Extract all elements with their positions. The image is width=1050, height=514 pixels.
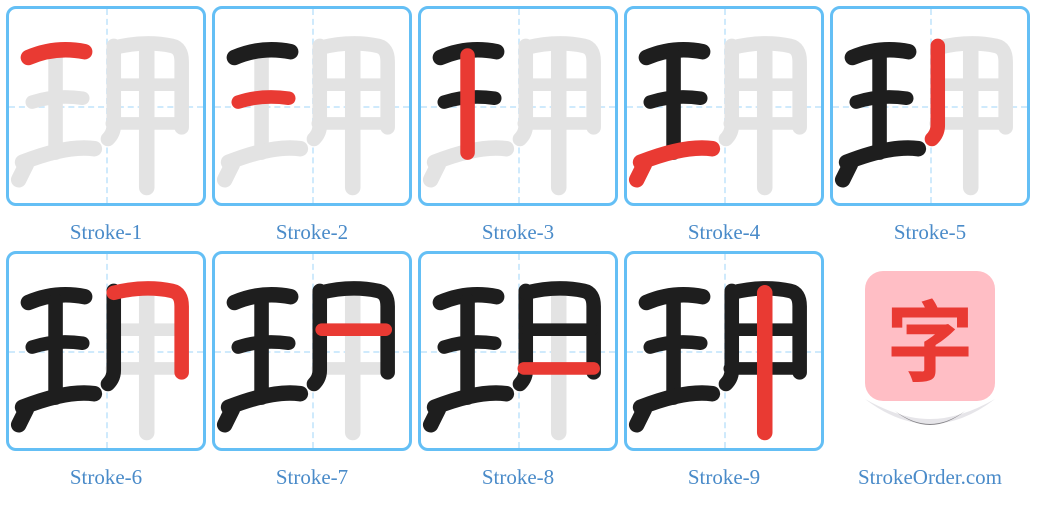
stroke-heng-bottom bbox=[225, 393, 301, 425]
stroke-box bbox=[830, 6, 1030, 206]
stroke-box bbox=[418, 251, 618, 451]
stroke-cell-7: Stroke-7 bbox=[212, 251, 412, 490]
pencil-tip-icon bbox=[865, 399, 995, 439]
logo-square: 字 bbox=[865, 271, 995, 401]
stroke-label: Stroke-8 bbox=[482, 465, 554, 490]
site-label: StrokeOrder.com bbox=[858, 465, 1002, 490]
stroke-box bbox=[212, 251, 412, 451]
stroke-label: Stroke-4 bbox=[688, 220, 760, 245]
stroke-label: Stroke-9 bbox=[688, 465, 760, 490]
character-svg bbox=[421, 9, 615, 203]
stroke-box bbox=[212, 6, 412, 206]
logo-character: 字 bbox=[886, 273, 974, 400]
stroke-label: Stroke-1 bbox=[70, 220, 142, 245]
character-svg bbox=[421, 254, 615, 448]
stroke-box bbox=[624, 251, 824, 451]
stroke-heng-bottom bbox=[431, 393, 507, 425]
stroke-box bbox=[418, 6, 618, 206]
stroke-heng-bottom bbox=[19, 148, 95, 180]
stroke-jia-left-vert bbox=[932, 46, 938, 139]
stroke-cell-9: Stroke-9 bbox=[624, 251, 824, 490]
character-svg bbox=[215, 9, 409, 203]
character-svg bbox=[833, 9, 1027, 203]
stroke-cell-1: Stroke-1 bbox=[6, 6, 206, 245]
stroke-box bbox=[6, 251, 206, 451]
stroke-heng-1 bbox=[28, 50, 84, 58]
stroke-box bbox=[6, 6, 206, 206]
stroke-label: Stroke-2 bbox=[276, 220, 348, 245]
character-svg bbox=[627, 254, 821, 448]
stroke-cell-5: Stroke-5 bbox=[830, 6, 1030, 245]
stroke-heng-bottom bbox=[637, 393, 713, 425]
stroke-label: Stroke-6 bbox=[70, 465, 142, 490]
stroke-jia-left-vert bbox=[314, 291, 320, 384]
stroke-label: Stroke-5 bbox=[894, 220, 966, 245]
character-svg bbox=[215, 254, 409, 448]
stroke-cell-2: Stroke-2 bbox=[212, 6, 412, 245]
stroke-cell-4: Stroke-4 bbox=[624, 6, 824, 245]
stroke-heng-2 bbox=[238, 97, 288, 102]
logo-cell: 字 StrokeOrder.com bbox=[830, 251, 1030, 490]
character-svg bbox=[627, 9, 821, 203]
stroke-box bbox=[624, 6, 824, 206]
logo-box: 字 bbox=[830, 251, 1030, 451]
stroke-heng-bottom bbox=[637, 148, 713, 180]
character-svg bbox=[9, 9, 203, 203]
stroke-heng-bottom bbox=[19, 393, 95, 425]
stroke-cell-3: Stroke-3 bbox=[418, 6, 618, 245]
stroke-heng-1 bbox=[234, 50, 290, 58]
stroke-jia-left-vert bbox=[108, 291, 114, 384]
stroke-label: Stroke-3 bbox=[482, 220, 554, 245]
stroke-heng-bottom bbox=[843, 148, 919, 180]
character-svg bbox=[9, 254, 203, 448]
stroke-grid: Stroke-1 Stroke-2 Stroke-3 Stroke-4 Stro… bbox=[6, 6, 1044, 490]
stroke-cell-6: Stroke-6 bbox=[6, 251, 206, 490]
stroke-heng-bottom bbox=[225, 148, 301, 180]
stroke-label: Stroke-7 bbox=[276, 465, 348, 490]
stroke-cell-8: Stroke-8 bbox=[418, 251, 618, 490]
